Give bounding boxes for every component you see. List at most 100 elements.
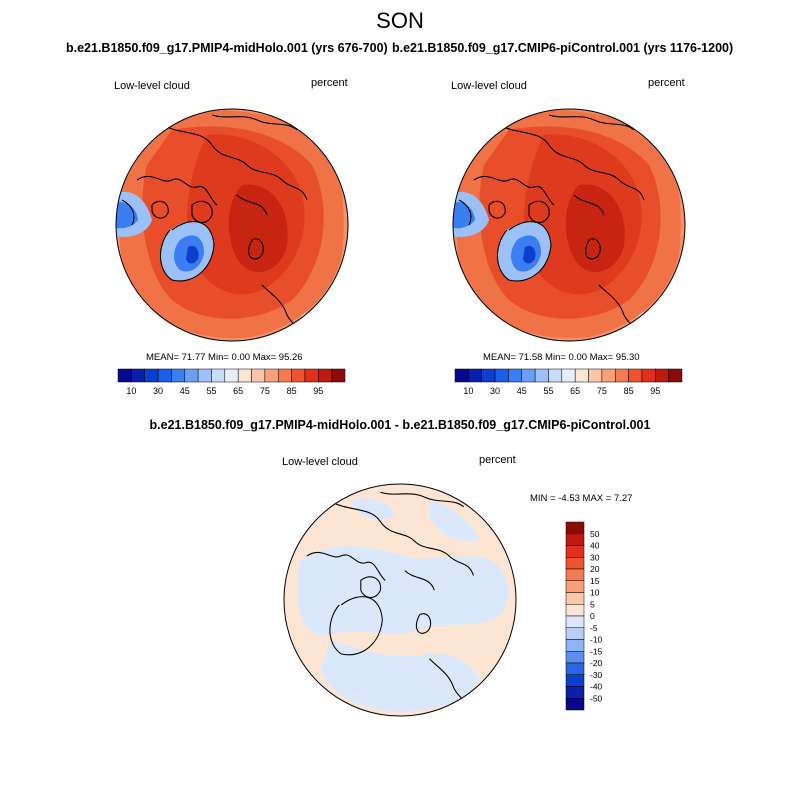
colorbar-swatch	[291, 368, 306, 383]
colorbar-swatch	[157, 368, 172, 383]
colorbar-swatch	[454, 368, 469, 383]
colorbar-swatch	[534, 368, 549, 383]
colorbar-swatch	[565, 698, 585, 711]
colorbar-swatch	[521, 368, 536, 383]
colorbar-tick-label: 45	[517, 386, 527, 396]
panel-1-title: b.e21.B1850.f09_g17.PMIP4-midHolo.001 (y…	[66, 41, 388, 55]
colorbar-swatch	[565, 580, 585, 593]
colorbar-tick-label: 55	[206, 386, 216, 396]
colorbar-tick-label: 40	[590, 541, 600, 551]
colorbar-tick-label: 65	[570, 386, 580, 396]
panel-2-variable-label: Low-level cloud	[451, 80, 527, 92]
colorbar-swatch	[548, 368, 563, 383]
colorbar-tick-label: 15	[590, 576, 600, 586]
colorbar-swatch	[331, 368, 346, 383]
colorbar-swatch	[508, 368, 523, 383]
colorbar-tick-label: 65	[233, 386, 243, 396]
colorbar-tick-label: -40	[590, 682, 603, 692]
colorbar-tick-label: 45	[180, 386, 190, 396]
colorbar-swatch	[211, 368, 226, 383]
colorbar-swatch	[277, 368, 292, 383]
colorbar-swatch	[117, 368, 132, 383]
colorbar-tick-label: 30	[153, 386, 163, 396]
panel-3-map	[284, 484, 516, 716]
colorbar-swatch	[565, 615, 585, 628]
panel-1-map	[116, 109, 348, 341]
colorbar-swatch	[628, 368, 643, 383]
colorbar-swatch	[264, 368, 279, 383]
panel-3-units-label: percent	[479, 454, 516, 466]
panel-3-map-border	[283, 483, 517, 717]
colorbar-swatch	[565, 674, 585, 687]
colorbar-swatch	[237, 368, 252, 383]
colorbar-tick-label: 95	[313, 386, 323, 396]
colorbar-tick-label: 0	[590, 611, 595, 621]
colorbar-tick-label: 95	[650, 386, 660, 396]
colorbar-swatch	[144, 368, 159, 383]
colorbar-tick-label: 85	[624, 386, 634, 396]
colorbar-tick-label: 85	[287, 386, 297, 396]
colorbar-swatch	[565, 662, 585, 675]
colorbar-tick-label: 50	[590, 529, 600, 539]
colorbar-tick-label: 30	[490, 386, 500, 396]
colorbar-tick-label: -50	[590, 693, 603, 703]
panel-1-units-label: percent	[311, 77, 348, 89]
colorbar-swatch	[318, 368, 332, 383]
colorbar-tick-label: -15	[590, 646, 603, 656]
colorbar-swatch	[565, 651, 585, 664]
colorbar-swatch	[565, 639, 585, 652]
colorbar-swatch	[171, 368, 186, 383]
colorbar-tick-label: 5	[590, 599, 595, 609]
colorbar-swatch	[601, 368, 616, 383]
panel-3-stats: MIN = -4.53 MAX = 7.27	[530, 493, 633, 504]
colorbar-swatch	[197, 368, 212, 383]
colorbar-swatch	[565, 545, 585, 558]
colorbar-swatch	[565, 592, 585, 605]
colorbar-tick-label: 75	[597, 386, 607, 396]
panel-1-variable-label: Low-level cloud	[114, 80, 190, 92]
colorbar-swatch	[304, 368, 319, 383]
panel-2-units-label: percent	[648, 77, 685, 89]
colorbar-swatch	[668, 368, 683, 383]
panel-2-colorbar: 10 30 45 55 65 75 85 95	[454, 368, 683, 396]
colorbar-swatch	[655, 368, 669, 383]
colorbar-swatch	[565, 627, 585, 640]
colorbar-tick-label: -5	[590, 623, 598, 633]
colorbar-tick-label: -10	[590, 635, 603, 645]
colorbar-tick-label: -30	[590, 670, 603, 680]
colorbar-swatch	[565, 557, 585, 570]
colorbar-tick-label: 10	[590, 588, 600, 598]
colorbar-swatch	[184, 368, 199, 383]
colorbar-swatch	[574, 368, 589, 383]
colorbar-swatch	[481, 368, 496, 383]
colorbar-swatch	[468, 368, 482, 383]
colorbar-swatch	[565, 533, 585, 546]
colorbar-tick-label: 30	[590, 552, 600, 562]
colorbar-swatch	[588, 368, 603, 383]
colorbar-swatch	[224, 368, 239, 383]
colorbar-swatch	[561, 368, 576, 383]
panel-2-stats: MEAN= 71.58 Min= 0.00 Max= 95.30	[483, 352, 640, 363]
colorbar-tick-label: 10	[126, 386, 136, 396]
colorbar-swatch	[565, 521, 585, 534]
colorbar-swatch	[251, 368, 266, 383]
colorbar-tick-label: 55	[543, 386, 553, 396]
colorbar-swatch	[614, 368, 629, 383]
panel-3-title: b.e21.B1850.f09_g17.PMIP4-midHolo.001 - …	[149, 418, 651, 432]
colorbar-tick-label: -20	[590, 658, 603, 668]
panel-1-map-border	[115, 108, 349, 342]
colorbar-tick-label: 10	[463, 386, 473, 396]
colorbar-swatch	[565, 686, 585, 699]
panel-1-colorbar: 10 30 45 55 65 75 85 95	[117, 368, 346, 396]
colorbar-tick-label: 20	[590, 564, 600, 574]
colorbar-swatch	[131, 368, 145, 383]
panel-2-map	[453, 109, 685, 341]
panel-2-map-border	[452, 108, 686, 342]
colorbar-swatch	[641, 368, 656, 383]
colorbar-swatch	[494, 368, 509, 383]
panel-2-title: b.e21.B1850.f09_g17.CMIP6-piControl.001 …	[392, 41, 734, 55]
panel-1-stats: MEAN= 71.77 Min= 0.00 Max= 95.26	[146, 352, 303, 363]
figure-title: SON	[376, 8, 424, 33]
